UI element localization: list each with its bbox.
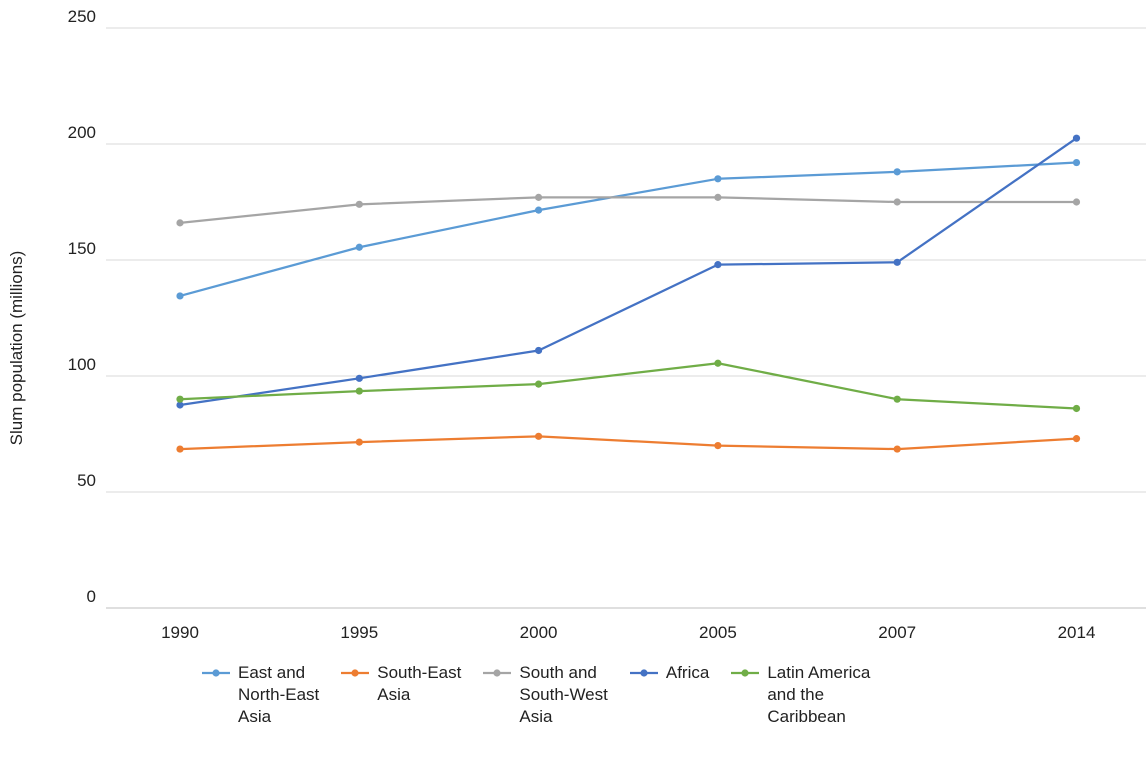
data-point — [893, 198, 901, 206]
data-point — [176, 395, 184, 403]
data-point — [893, 395, 901, 403]
data-point — [535, 432, 543, 440]
legend-label-line: Asia — [238, 707, 272, 726]
legend-swatch — [202, 669, 230, 677]
data-point — [714, 175, 722, 183]
legend-label: East and North-East Asia — [238, 662, 319, 728]
legend-swatch — [341, 669, 370, 677]
legend-label-line: East and — [238, 663, 306, 682]
series — [176, 359, 1081, 413]
data-point — [1072, 404, 1081, 413]
data-point — [893, 445, 901, 453]
x-tick-label: 2014 — [1058, 623, 1096, 642]
y-tick-label: 150 — [68, 239, 96, 258]
x-tick-label: 2007 — [878, 623, 916, 642]
legend: East and North-East Asia South-East Asia Sout… — [200, 662, 890, 728]
data-point — [714, 193, 722, 201]
y-tick-label: 250 — [68, 7, 96, 26]
legend-swatch — [731, 669, 760, 677]
series-layer — [176, 134, 1081, 453]
series-line — [178, 137, 1078, 407]
legend-label: Latin America and the Caribbean — [767, 662, 870, 728]
data-point — [535, 380, 543, 388]
legend-label: South and South-West Asia — [519, 662, 608, 728]
legend-label-line: South-East — [377, 663, 462, 682]
legend-item: East and North-East Asia — [200, 662, 319, 728]
data-point — [355, 243, 363, 251]
y-axis-title: Slum population (millions) — [7, 251, 26, 446]
data-point — [355, 387, 363, 395]
series-line — [178, 362, 1078, 410]
x-tick-labels: 1990 1995 2000 2005 2007 2014 — [161, 623, 1095, 642]
data-point — [1072, 134, 1081, 142]
data-point — [176, 401, 184, 409]
series — [176, 158, 1081, 300]
series-line — [178, 161, 1078, 298]
y-tick-label: 100 — [68, 355, 96, 374]
x-tick-label: 2000 — [520, 623, 558, 642]
data-point — [893, 258, 901, 266]
data-point — [714, 261, 722, 269]
legend-item: South-East Asia — [339, 662, 461, 706]
legend-item: Africa — [628, 662, 709, 684]
data-point — [176, 445, 184, 453]
data-point — [1072, 435, 1081, 443]
series — [176, 432, 1081, 453]
legend-label: South-East Asia — [377, 662, 461, 706]
series — [176, 134, 1081, 409]
data-point — [714, 442, 722, 450]
legend-label-line: Asia — [519, 707, 553, 726]
legend-label-line: Caribbean — [767, 707, 846, 726]
series-line — [178, 196, 1078, 225]
grid-layer — [106, 27, 1146, 609]
data-point — [1072, 198, 1081, 206]
legend-item: Latin America and the Caribbean — [729, 662, 870, 728]
data-point — [893, 168, 901, 176]
y-tick-labels: 0 50 100 150 200 250 — [68, 7, 96, 606]
legend-label-line: Africa — [665, 663, 710, 682]
x-tick-label: 1990 — [161, 623, 199, 642]
legend-swatch — [483, 669, 512, 677]
x-tick-label: 1995 — [340, 623, 378, 642]
data-point — [355, 374, 363, 382]
legend-label: Africa — [666, 662, 709, 684]
data-point — [1072, 158, 1081, 167]
legend-label-line: South-West — [519, 685, 608, 704]
legend-label-line: Asia — [377, 685, 411, 704]
data-point — [714, 359, 722, 367]
data-point — [355, 438, 363, 446]
legend-label-line: Latin America — [767, 663, 871, 682]
data-point — [535, 346, 543, 355]
y-tick-label: 0 — [87, 587, 96, 606]
legend-item: South and South-West Asia — [481, 662, 608, 728]
data-point — [355, 200, 363, 208]
x-tick-label: 2005 — [699, 623, 737, 642]
data-point — [535, 193, 543, 201]
legend-label-line: and the — [767, 685, 825, 704]
y-tick-label: 50 — [77, 471, 96, 490]
legend-label-line: North-East — [238, 685, 320, 704]
legend-label-line: South and — [519, 663, 597, 682]
y-tick-label: 200 — [68, 123, 96, 142]
data-point — [176, 292, 184, 300]
data-point — [535, 206, 543, 214]
series — [176, 193, 1081, 227]
series-line — [178, 435, 1078, 451]
data-point — [176, 219, 184, 227]
legend-swatch — [629, 669, 658, 677]
